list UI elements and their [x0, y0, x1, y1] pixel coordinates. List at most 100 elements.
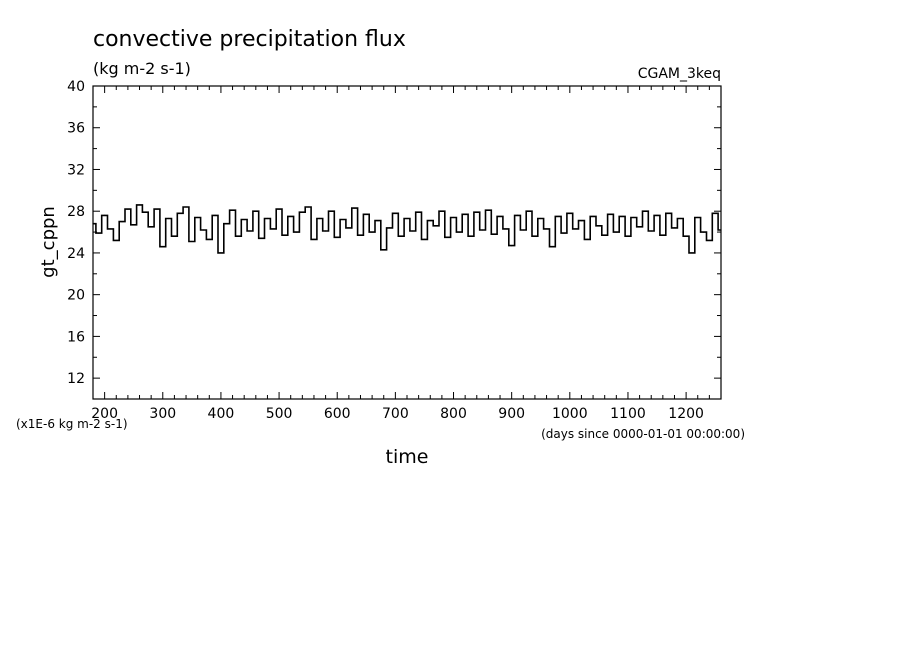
- x-units-label: (days since 0000-01-01 00:00:00): [541, 427, 745, 441]
- data-point: [418, 211, 420, 213]
- data-point: [156, 208, 158, 210]
- data-point: [551, 246, 553, 248]
- data-point: [458, 231, 460, 233]
- data-point: [592, 215, 594, 218]
- data-point: [412, 230, 414, 232]
- data-point: [569, 212, 571, 214]
- x-tick-label: 1100: [610, 406, 646, 422]
- data-point: [208, 238, 210, 240]
- data-point: [464, 213, 466, 215]
- data-point: [144, 211, 146, 213]
- data-point: [284, 234, 286, 236]
- data-point: [272, 228, 274, 230]
- data-point: [668, 212, 670, 214]
- data-point: [202, 229, 205, 231]
- y-tick-label: 28: [67, 204, 85, 220]
- data-point: [441, 210, 443, 212]
- data-point: [720, 229, 722, 231]
- y-axis-label: gt_cppn: [38, 206, 59, 278]
- data-point: [220, 252, 222, 254]
- data-point: [429, 219, 431, 222]
- data-point: [627, 235, 629, 237]
- data-point: [278, 208, 280, 210]
- y-axis-ticks: [93, 85, 721, 400]
- data-point: [673, 227, 676, 229]
- data-point: [656, 214, 658, 216]
- x-tick-label: 800: [440, 406, 467, 422]
- x-axis-tick-labels: 200 300 400 500 600 700 800 900 1000 1100 1200: [91, 406, 704, 422]
- data-point: [702, 231, 705, 233]
- data-point: [98, 232, 100, 234]
- data-point: [557, 215, 559, 218]
- data-point: [237, 235, 239, 237]
- data-point: [505, 228, 507, 230]
- data-point: [359, 234, 362, 236]
- data-point: [307, 206, 309, 208]
- data-point: [231, 209, 234, 211]
- data-point: [377, 219, 379, 222]
- data-point: [400, 235, 402, 237]
- data-point: [295, 231, 298, 233]
- x-tick-label: 700: [382, 406, 409, 422]
- data-point: [697, 216, 699, 219]
- data-point: [499, 215, 501, 218]
- data-point: [330, 210, 333, 212]
- data-point: [167, 217, 170, 220]
- y-axis-tick-labels: 12 16 20 24 28 32 36 40: [67, 79, 85, 387]
- x-axis-ticks: [104, 86, 722, 399]
- data-point: [394, 212, 396, 214]
- data-point: [545, 228, 548, 230]
- data-point: [115, 239, 117, 242]
- data-point: [685, 235, 687, 237]
- x-axis-label: time: [386, 446, 429, 468]
- data-point: [644, 210, 647, 212]
- data-point: [470, 235, 472, 237]
- data-point: [638, 226, 641, 228]
- y-tick-label: 24: [67, 246, 85, 262]
- series-points: [92, 204, 722, 254]
- data-point: [511, 245, 513, 247]
- data-point: [324, 230, 327, 232]
- data-point: [150, 226, 152, 228]
- data-point: [173, 235, 176, 237]
- data-point: [575, 228, 577, 230]
- data-point: [92, 223, 94, 225]
- data-point: [435, 225, 437, 227]
- x-tick-label: 300: [149, 406, 176, 422]
- data-point: [371, 231, 373, 233]
- data-point: [197, 216, 199, 219]
- data-point: [261, 237, 263, 239]
- data-point: [185, 206, 187, 208]
- y-tick-label: 40: [67, 79, 85, 95]
- chart-subtitle: (kg m-2 s-1): [93, 59, 191, 78]
- data-point: [104, 214, 106, 216]
- data-point: [452, 216, 455, 219]
- data-point: [214, 214, 216, 216]
- data-point: [365, 213, 367, 215]
- data-point: [540, 217, 542, 220]
- data-point: [650, 230, 652, 232]
- data-point: [266, 217, 269, 220]
- x-tick-label: 1000: [552, 406, 588, 422]
- data-point: [691, 252, 693, 254]
- chart-title: convective precipitation flux: [93, 27, 406, 52]
- data-point: [301, 211, 303, 213]
- data-point: [249, 230, 251, 232]
- data-point: [179, 212, 181, 214]
- y-tick-label: 32: [67, 162, 85, 178]
- data-point: [586, 238, 588, 240]
- y-tick-label: 36: [67, 121, 85, 137]
- data-point: [447, 236, 449, 238]
- data-point: [133, 224, 135, 226]
- x-tick-label: 1200: [668, 406, 704, 422]
- x-tick-label: 400: [208, 406, 235, 422]
- data-point: [162, 246, 164, 248]
- data-point: [243, 218, 245, 221]
- y-tick-label: 12: [67, 371, 85, 387]
- data-point: [522, 229, 524, 231]
- data-point: [406, 217, 408, 220]
- data-point: [615, 231, 617, 233]
- data-point: [255, 210, 257, 212]
- data-point: [621, 215, 623, 218]
- data-point: [138, 204, 141, 206]
